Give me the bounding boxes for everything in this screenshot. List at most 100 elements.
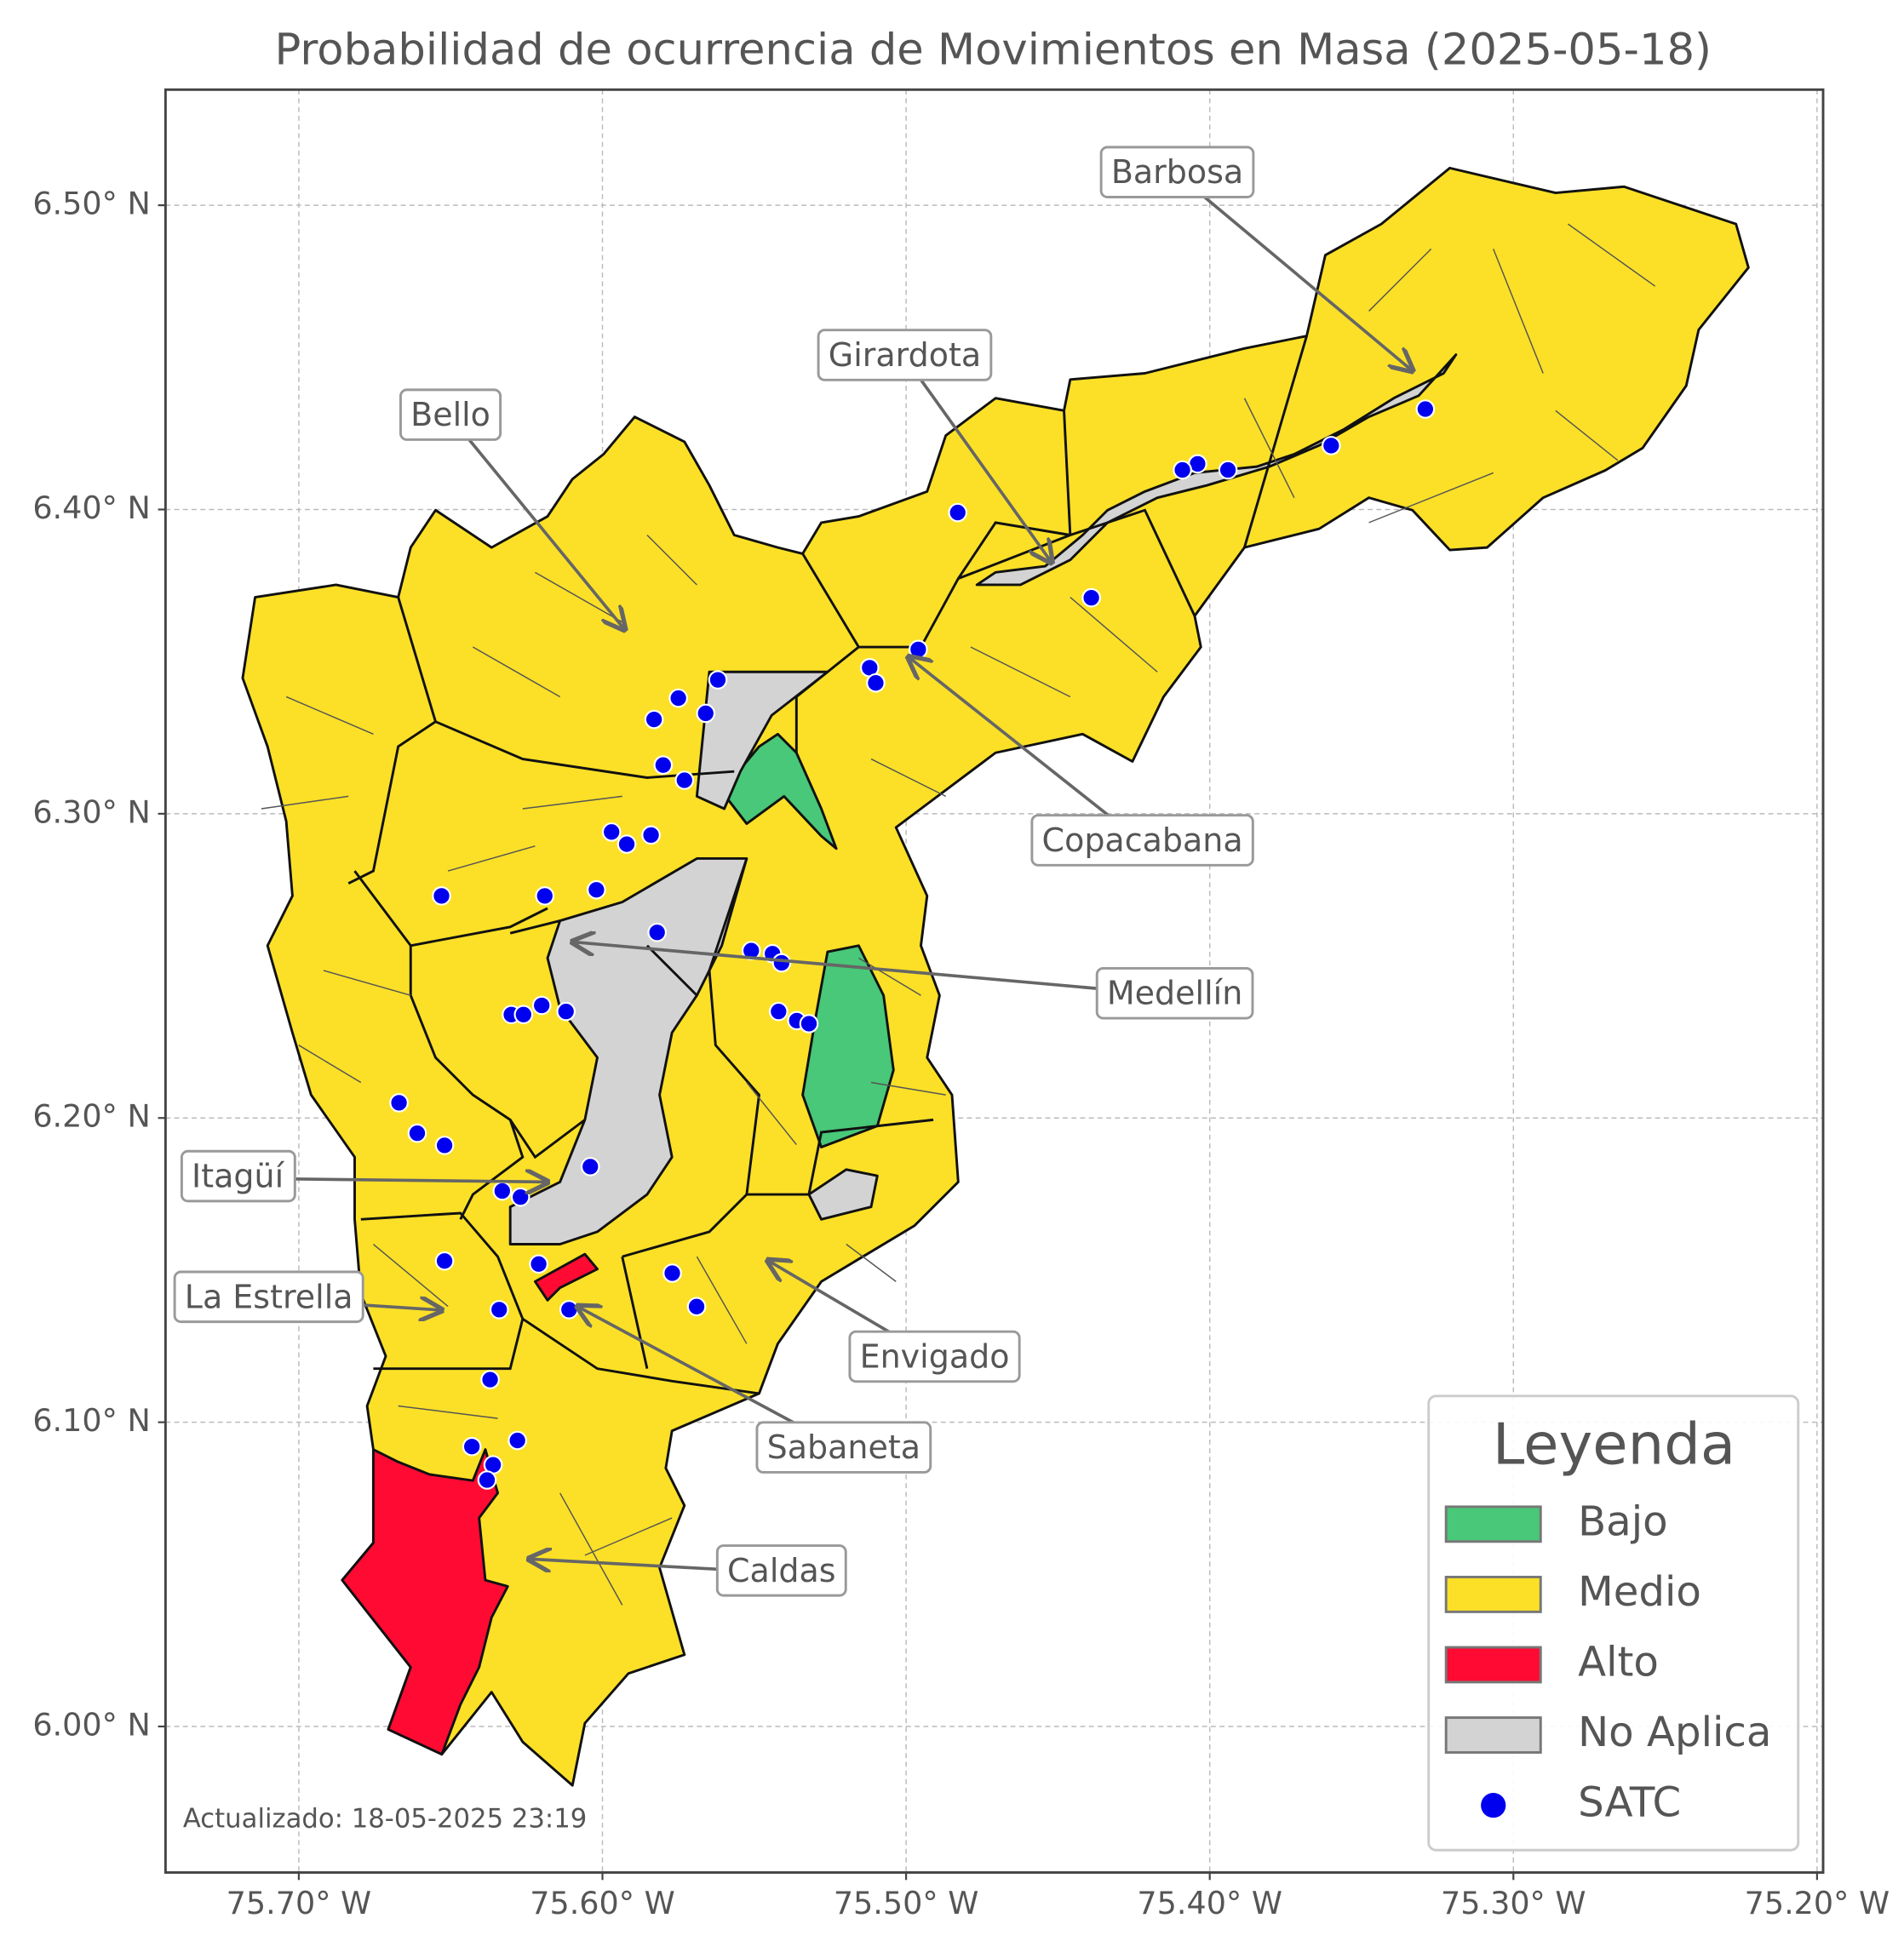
- satc-station: [587, 879, 606, 900]
- satc-station: [1173, 460, 1192, 480]
- satc-station: [1415, 399, 1436, 419]
- satc-station: [529, 1254, 548, 1274]
- legend-swatch: [1444, 1716, 1542, 1754]
- legend-swatch: [1444, 1575, 1542, 1613]
- x-tick-label: 75.30° W: [1441, 1885, 1586, 1921]
- satc-station: [462, 1436, 482, 1457]
- satc-station: [668, 688, 688, 708]
- satc-station: [601, 822, 622, 842]
- legend-swatch: [1444, 1505, 1542, 1543]
- annotation-box: [1095, 966, 1254, 1020]
- satc-station: [674, 770, 695, 790]
- satc-station: [641, 825, 661, 845]
- satc-station: [559, 1300, 579, 1320]
- annotation-label: Barbosa: [1111, 153, 1243, 191]
- y-tick-label: 6.10° N: [32, 1402, 150, 1439]
- annotation-label: Bello: [410, 396, 490, 433]
- annotation: Copacabana: [1030, 814, 1254, 867]
- y-tick-label: 6.20° N: [32, 1098, 150, 1135]
- x-tick-label: 75.70° W: [227, 1885, 372, 1921]
- plot-frame: [163, 88, 1825, 1875]
- legend-label: Bajo: [1578, 1497, 1668, 1545]
- annotation-arrow: [449, 415, 625, 630]
- annotation-arrow: [909, 657, 1144, 844]
- satc-station: [909, 639, 928, 660]
- annotation-label: Medellín: [1107, 975, 1242, 1012]
- y-tick-label: 6.30° N: [32, 793, 150, 830]
- annotation: Medellín: [1095, 966, 1254, 1020]
- annotation-arrow: [903, 356, 1051, 563]
- satc-station: [769, 1001, 789, 1022]
- satc-station: [708, 670, 728, 690]
- satc-station: [535, 886, 555, 906]
- x-tick-label: 75.40° W: [1137, 1885, 1282, 1921]
- legend-label: SATC: [1578, 1779, 1681, 1827]
- satc-station: [617, 834, 637, 854]
- satc-station: [434, 1136, 455, 1155]
- x-tick-label: 75.60° W: [530, 1885, 675, 1921]
- annotation-arrow: [572, 942, 1175, 998]
- annotation: Barbosa: [1099, 146, 1255, 198]
- annotation-label: Envigado: [860, 1337, 1010, 1375]
- annotation: La Estrella: [173, 1270, 364, 1324]
- region-alto: [341, 1448, 509, 1756]
- satc-station: [866, 673, 886, 693]
- annotation-box: [180, 1149, 296, 1203]
- sector-boundary: [261, 223, 1656, 1606]
- satc-station: [389, 1093, 409, 1113]
- legend: Leyenda Bajo Medio Alto No Aplica SATC: [1427, 1394, 1800, 1852]
- satc-station: [741, 941, 761, 961]
- annotation-box: [848, 1330, 1021, 1383]
- annotation: Sabaneta: [755, 1421, 932, 1474]
- legend-label: Alto: [1578, 1638, 1659, 1686]
- satc-station: [432, 886, 451, 906]
- satc-station: [647, 922, 668, 942]
- region-no-aplica: [807, 1168, 879, 1221]
- satc-station: [510, 1187, 530, 1207]
- map-title: Probabilidad de ocurrencia de Movimiento…: [274, 25, 1712, 75]
- satc-station: [1218, 460, 1238, 480]
- satc-station: [662, 1263, 682, 1283]
- annotation-box: [173, 1270, 364, 1324]
- satc-station: [948, 502, 968, 523]
- annotation-label: Sabaneta: [767, 1429, 920, 1466]
- annotation-label: Girardota: [829, 336, 981, 374]
- annotation: Bello: [399, 388, 502, 441]
- annotation-label: La Estrella: [185, 1278, 353, 1315]
- annotation-box: [399, 388, 502, 441]
- annotation: Itagüí: [180, 1149, 296, 1203]
- satc-station: [556, 1001, 576, 1022]
- satc-station: [492, 1181, 513, 1201]
- annotation-label: Itagüí: [192, 1158, 285, 1195]
- footnote: Actualizado: 18-05-2025 23:19: [183, 1805, 587, 1835]
- annotation: Caldas: [715, 1544, 847, 1597]
- annotation-label: Copacabana: [1042, 822, 1243, 859]
- annotation: Envigado: [848, 1330, 1021, 1383]
- satc-station: [480, 1370, 500, 1389]
- satc-station: [644, 709, 664, 730]
- legend-label: No Aplica: [1578, 1709, 1771, 1756]
- annotation-arrow: [1176, 173, 1413, 371]
- y-tick-label: 6.50° N: [32, 186, 150, 222]
- legend-label: Medio: [1578, 1568, 1701, 1616]
- satc-station: [508, 1430, 527, 1451]
- annotation-box: [715, 1544, 847, 1597]
- annotation: Girardota: [817, 329, 993, 381]
- satc-station: [489, 1300, 509, 1320]
- satc-station: [653, 755, 674, 776]
- x-tick-label: 75.50° W: [834, 1885, 979, 1921]
- satc-station: [434, 1251, 455, 1271]
- annotation-label: Caldas: [727, 1552, 836, 1589]
- annotation-box: [1030, 814, 1254, 867]
- annotation-box: [755, 1421, 932, 1474]
- y-tick-label: 6.00° N: [32, 1707, 150, 1743]
- legend-marker: [1481, 1793, 1506, 1818]
- x-tick-label: 75.20° W: [1745, 1885, 1890, 1921]
- legend-title: Leyenda: [1493, 1411, 1735, 1478]
- satc-station: [799, 1014, 819, 1033]
- satc-station: [580, 1157, 600, 1177]
- satc-station: [513, 1005, 534, 1025]
- legend-swatch: [1444, 1646, 1542, 1684]
- y-tick-label: 6.40° N: [32, 490, 150, 526]
